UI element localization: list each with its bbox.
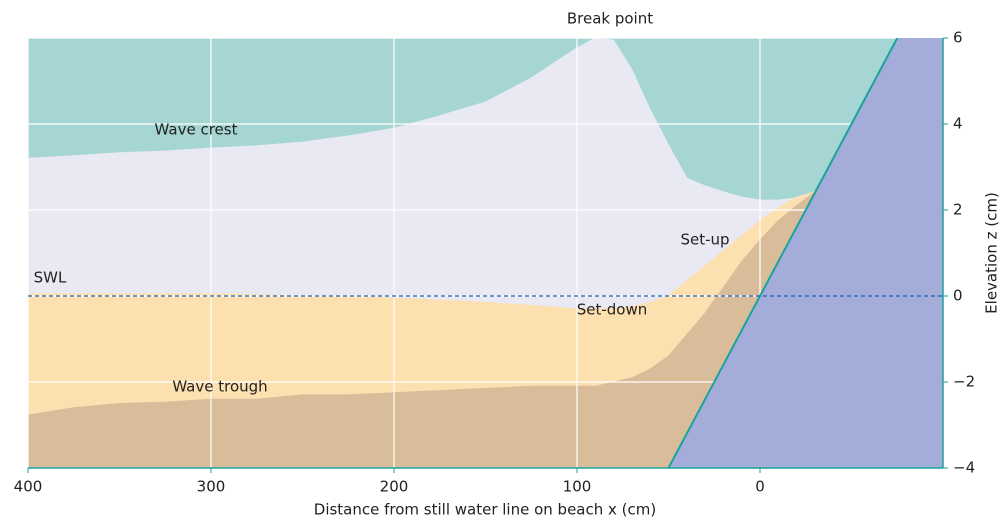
plot-layer [28, 38, 943, 468]
annotation: Wave trough [172, 378, 267, 396]
annotation: Break point [567, 10, 653, 28]
beach-line [667, 38, 899, 468]
x-tick-label: 300 [197, 478, 226, 496]
x-tick-label: 200 [380, 478, 409, 496]
area-boundary [28, 38, 816, 201]
x-tick-label: 0 [755, 478, 765, 496]
y-tick-label: −4 [953, 459, 975, 477]
x-tick-label: 400 [14, 478, 43, 496]
y-tick-label: 6 [953, 29, 963, 47]
plot-area [28, 38, 943, 468]
y-axis-label: Elevation z (cm) [983, 192, 1001, 314]
annotation: Wave crest [155, 121, 238, 139]
y-tick-label: 4 [953, 115, 963, 133]
area-boundary [28, 191, 816, 416]
x-tick-label: 100 [563, 478, 592, 496]
y-tick-label: −2 [953, 373, 975, 391]
annotation: Set-up [680, 231, 729, 249]
y-tick-label: 2 [953, 201, 963, 219]
annotation: SWL [34, 269, 67, 287]
area-boundary [28, 191, 816, 310]
annotation: Set-down [577, 301, 648, 319]
y-tick-label: 0 [953, 287, 963, 305]
beach-fill [668, 38, 943, 468]
x-axis-label: Distance from still water line on beach … [314, 501, 656, 519]
